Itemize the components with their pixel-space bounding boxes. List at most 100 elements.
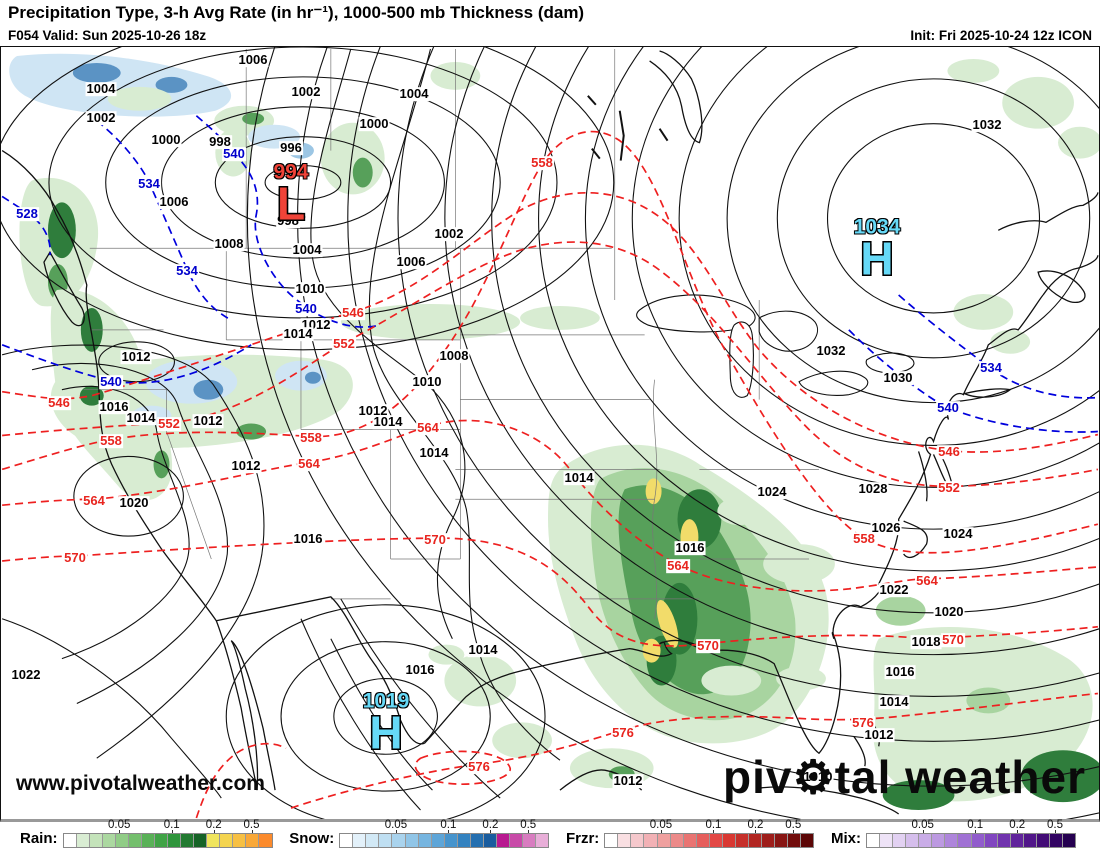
- legend-swatch: [141, 834, 155, 847]
- legend-swatch: [867, 834, 881, 847]
- legend-colorbar: 0.05 0.1 0.2 0.5: [604, 819, 815, 848]
- legend-swatch: [762, 834, 776, 847]
- legend-swatch: [431, 834, 445, 847]
- legend-swatch: [748, 834, 763, 847]
- legend-swatch: [483, 834, 497, 847]
- legend-group-mix: Mix: 0.05 0.1 0.2 0.5: [831, 819, 1076, 848]
- legend-swatch: [696, 834, 710, 847]
- legend-swatch: [1023, 834, 1037, 847]
- website-url: www.pivotalweather.com: [16, 772, 265, 795]
- legend-swatch: [657, 834, 671, 847]
- legend-swatch: [722, 834, 736, 847]
- basemap-svg: [1, 47, 1099, 819]
- legend-group-snow: Snow: 0.05 0.1 0.2 0.5: [289, 819, 550, 848]
- legend-swatch: [919, 834, 933, 847]
- legend-label: Rain:: [20, 830, 58, 847]
- legend-label: Mix:: [831, 830, 861, 847]
- legend-swatch: [207, 834, 221, 847]
- legend-tick-mark: [213, 830, 215, 833]
- legend-swatch: [618, 834, 632, 847]
- legend-swatch: [496, 834, 511, 847]
- legend-tick-label: 0.05: [911, 819, 934, 831]
- legend-swatch: [366, 834, 380, 847]
- legend-tick-label: 0.1: [705, 819, 722, 831]
- legend-swatch: [392, 834, 406, 847]
- legend-swatch: [181, 834, 195, 847]
- legend-swatch: [971, 834, 985, 847]
- legend-swatch: [128, 834, 142, 847]
- legend-swatch: [958, 834, 972, 847]
- legend-swatch: [470, 834, 484, 847]
- init-time: Init: Fri 2025-10-24 12z ICON: [910, 28, 1092, 43]
- legend-swatch: [945, 834, 959, 847]
- legend-swatch: [670, 834, 684, 847]
- legend-swatch: [63, 834, 77, 847]
- legend-tick-mark: [1017, 830, 1019, 833]
- legend-colorbar: 0.05 0.1 0.2 0.5: [339, 819, 550, 848]
- legend-swatch-bar: [866, 833, 1076, 848]
- legend-swatch: [154, 834, 168, 847]
- legend-tick-mark: [528, 830, 530, 833]
- legend-swatch: [379, 834, 393, 847]
- legend-swatch: [605, 834, 619, 847]
- legend-swatch: [246, 834, 260, 847]
- legend-swatch: [168, 834, 182, 847]
- legend-tick-label: 0.2: [205, 819, 222, 831]
- legend-tick-mark: [251, 830, 253, 833]
- legend-swatch: [801, 834, 814, 847]
- legend-tick-mark: [448, 830, 450, 833]
- legend-tick-mark: [171, 830, 173, 833]
- legend-swatch: [880, 834, 894, 847]
- legend-tick-mark: [490, 830, 492, 833]
- legend-swatch: [340, 834, 354, 847]
- legend-colorbar: 0.05 0.1 0.2 0.5: [866, 819, 1076, 848]
- legend-swatch: [233, 834, 247, 847]
- legend-tick-label: 0.2: [482, 819, 499, 831]
- valid-time: F054 Valid: Sun 2025-10-26 18z: [8, 28, 207, 43]
- legend-swatch: [194, 834, 208, 847]
- legend-tick-label: 0.05: [107, 819, 131, 831]
- legend-swatch: [536, 834, 549, 847]
- precip-legend: Rain: 0.05 0.1 0.2 0.5 Snow: 0.05 0.1 0.2 0.5 Frzr…: [0, 819, 1100, 850]
- legend-swatch: [893, 834, 907, 847]
- watermark-logo: piv⚙tal weather: [723, 754, 1086, 800]
- legend-swatch: [997, 834, 1011, 847]
- legend-swatch: [1010, 834, 1024, 847]
- legend-tick-mark: [119, 830, 121, 833]
- legend-swatch: [1049, 834, 1063, 847]
- legend-swatch-bar: [604, 833, 815, 848]
- legend-swatch: [709, 834, 723, 847]
- legend-tick-mark: [395, 830, 397, 833]
- legend-tick-mark: [922, 830, 924, 833]
- watermark-text-pre: piv: [722, 751, 793, 803]
- legend-tick-label: 0.05: [649, 819, 673, 831]
- legend-tick-label: 0.2: [747, 819, 764, 831]
- legend-swatch: [906, 834, 920, 847]
- legend-swatch: [631, 834, 645, 847]
- legend-swatch-bar: [339, 833, 550, 848]
- weather-map: 1006 1004 1002 1004 1002 1000 1032 1000 998 996 10…: [0, 46, 1100, 822]
- legend-swatch-bar: [62, 833, 273, 848]
- legend-tick-label: 0.5: [1047, 819, 1063, 831]
- legend-swatch: [775, 834, 789, 847]
- legend-tick-label: 0.1: [163, 819, 180, 831]
- legend-label: Snow:: [289, 830, 335, 847]
- legend-group-rain: Rain: 0.05 0.1 0.2 0.5: [20, 819, 273, 848]
- legend-swatch: [444, 834, 458, 847]
- legend-tick-label: 0.05: [384, 819, 408, 831]
- legend-swatch: [1062, 834, 1075, 847]
- legend-swatch: [683, 834, 697, 847]
- legend-group-frzr: Frzr: 0.05 0.1 0.2 0.5: [565, 819, 815, 848]
- legend-tick-mark: [713, 830, 715, 833]
- legend-tick-mark: [1055, 830, 1056, 833]
- legend-tick-label: 0.2: [1009, 819, 1026, 831]
- legend-swatch: [220, 834, 234, 847]
- legend-swatch: [457, 834, 471, 847]
- legend-swatch: [510, 834, 524, 847]
- legend-swatch: [932, 834, 946, 847]
- legend-tick-label: 0.1: [967, 819, 984, 831]
- legend-label: Frzr:: [565, 830, 600, 847]
- legend-swatch: [405, 834, 419, 847]
- gear-icon: ⚙: [792, 751, 835, 803]
